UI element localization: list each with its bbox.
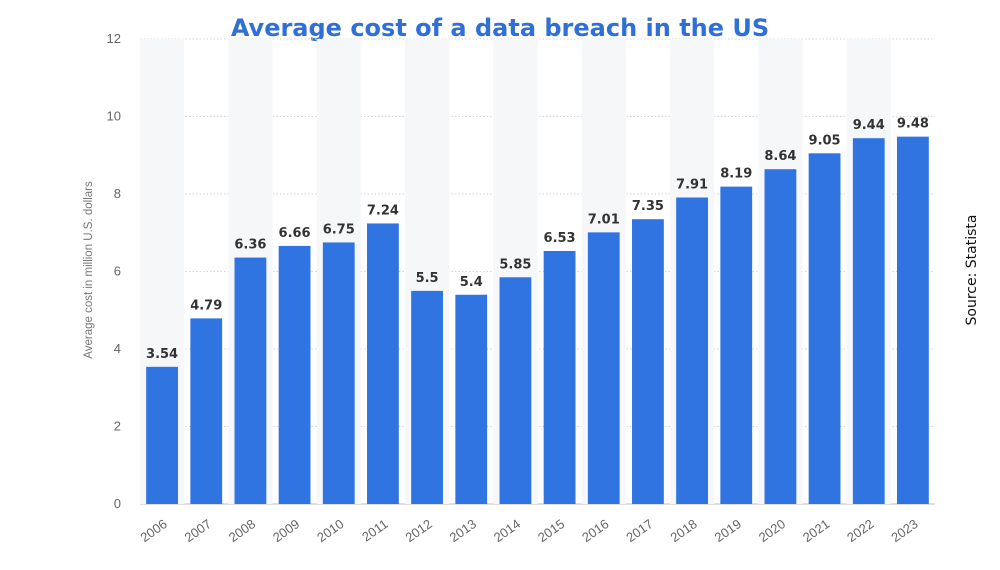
bar-2013 xyxy=(455,294,488,504)
bar-2019 xyxy=(720,186,753,504)
value-label: 6.53 xyxy=(544,231,576,246)
x-tick-label: 2015 xyxy=(535,516,567,545)
bar-2007 xyxy=(190,318,223,504)
bar-2014 xyxy=(499,277,532,504)
value-label: 7.24 xyxy=(367,203,399,218)
x-tick-label: 2017 xyxy=(623,516,655,545)
value-label: 5.4 xyxy=(460,275,483,290)
bar-2017 xyxy=(632,219,664,504)
y-tick-label: 6 xyxy=(114,264,121,279)
bar-2015 xyxy=(543,250,576,504)
x-tick-labels: 2006 2007 2008 2009 2010 2011 2012 2013 2014 2015… xyxy=(138,516,921,545)
value-labels: 3.54 4.79 6.36 6.66 6.75 7.24 5.5 5.4 5.85 6.53 7.… xyxy=(146,117,929,362)
value-label: 7.35 xyxy=(632,199,664,214)
bars xyxy=(146,136,929,505)
x-tick-label: 2019 xyxy=(712,516,744,545)
bar-2009 xyxy=(278,245,311,505)
value-label: 3.54 xyxy=(146,347,178,362)
x-tick-label: 2014 xyxy=(491,516,523,545)
value-label: 9.44 xyxy=(853,118,885,133)
x-tick-label: 2020 xyxy=(756,516,788,545)
bar-2021 xyxy=(808,153,841,504)
bar-2018 xyxy=(676,197,708,505)
bar-2012 xyxy=(411,290,443,504)
x-tick-label: 2016 xyxy=(579,516,611,545)
value-label: 7.01 xyxy=(588,212,620,227)
bar-2022 xyxy=(852,138,885,504)
y-tick-label: 4 xyxy=(114,341,121,356)
x-tick-label: 2011 xyxy=(359,516,391,544)
x-tick-label: 2022 xyxy=(844,516,876,545)
bar-2023 xyxy=(897,136,929,504)
y-tick-label: 2 xyxy=(114,419,121,434)
value-label: 5.5 xyxy=(416,271,439,286)
source-label: Source: Statista xyxy=(964,214,980,326)
value-label: 9.48 xyxy=(897,117,929,132)
x-tick-label: 2006 xyxy=(138,516,170,545)
y-tick-label: 10 xyxy=(107,109,121,124)
x-tick-label: 2008 xyxy=(226,516,258,545)
bar-2006 xyxy=(146,366,178,504)
value-label: 8.19 xyxy=(720,167,752,182)
chart-title: Average cost of a data breach in the US xyxy=(230,14,770,42)
x-tick-label: 2009 xyxy=(270,516,302,545)
x-tick-label: 2007 xyxy=(182,516,214,545)
y-axis-label: Average cost in million U.S. dollars xyxy=(83,181,95,359)
y-tick-labels: 0 2 4 6 8 10 12 xyxy=(107,31,121,511)
y-tick-label: 8 xyxy=(114,186,121,201)
x-tick-label: 2021 xyxy=(800,516,832,545)
x-tick-label: 2013 xyxy=(447,516,479,545)
bar-2016 xyxy=(587,232,620,505)
value-label: 8.64 xyxy=(764,149,796,164)
value-label: 6.75 xyxy=(323,222,355,237)
x-tick-label: 2023 xyxy=(888,516,920,545)
x-tick-label: 2018 xyxy=(668,516,700,545)
bar-2020 xyxy=(764,169,797,504)
value-label: 6.36 xyxy=(234,238,266,253)
bar-2008 xyxy=(234,257,267,504)
value-label: 5.85 xyxy=(499,257,531,272)
value-label: 9.05 xyxy=(809,133,841,148)
value-label: 6.66 xyxy=(279,226,311,241)
y-tick-label: 0 xyxy=(114,496,121,511)
x-tick-label: 2010 xyxy=(314,516,346,545)
bar-2011 xyxy=(367,223,399,504)
value-label: 4.79 xyxy=(190,298,222,313)
bar-2010 xyxy=(322,242,355,504)
x-tick-label: 2012 xyxy=(403,516,435,545)
value-label: 7.91 xyxy=(676,177,708,192)
y-tick-label: 12 xyxy=(107,31,121,46)
